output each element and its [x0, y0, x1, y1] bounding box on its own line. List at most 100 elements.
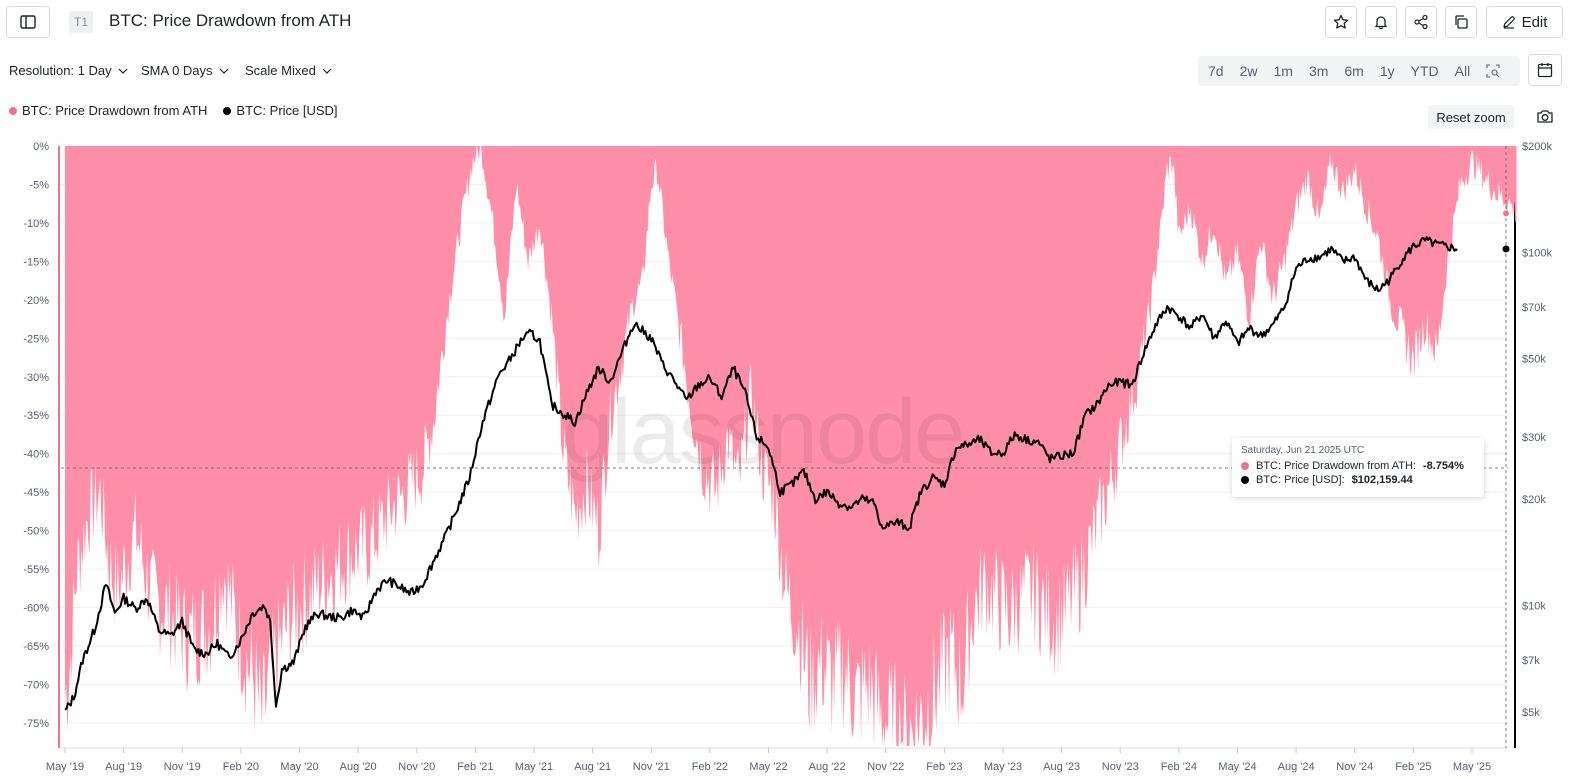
crosshair: [61, 146, 1510, 748]
range-3m[interactable]: 3m: [1308, 63, 1329, 79]
zoom-select-icon: [1486, 64, 1500, 78]
range-all[interactable]: All: [1454, 63, 1471, 79]
legend-label: BTC: Price [USD]: [236, 103, 338, 118]
range-ytd[interactable]: YTD: [1410, 63, 1439, 79]
x-tick-label: Aug '24: [1278, 761, 1315, 773]
right-tick-label: $30k: [1522, 432, 1546, 444]
bell-icon: [1375, 16, 1387, 30]
range-6m[interactable]: 6m: [1344, 63, 1364, 79]
x-tick-label: Aug '19: [105, 761, 142, 773]
sidebar-toggle-button[interactable]: [6, 6, 50, 38]
share-icon: [1414, 14, 1428, 30]
sma-label: SMA 0 Days: [141, 63, 213, 78]
zoom-select-button[interactable]: [1478, 56, 1508, 86]
tooltip-value: -8.754%: [1422, 460, 1464, 472]
sidebar-toggle-icon: [20, 15, 36, 29]
watermark: glassnode: [562, 381, 963, 483]
range-1y[interactable]: 1y: [1379, 63, 1395, 79]
x-tick-label: Feb '22: [692, 761, 728, 773]
camera-icon[interactable]: [1536, 108, 1554, 124]
hover-tooltip: Saturday, Jun 21 2025 UTC BTC: Price Dra…: [1232, 438, 1484, 497]
range-2w[interactable]: 2w: [1239, 63, 1258, 79]
alert-button[interactable]: [1365, 6, 1397, 38]
star-icon: [1333, 14, 1349, 29]
tooltip-date: Saturday, Jun 21 2025 UTC: [1241, 445, 1365, 456]
y-tick-label: -15%: [23, 256, 49, 268]
scale-dropdown[interactable]: Scale Mixed: [245, 63, 332, 78]
duplicate-button[interactable]: [1445, 6, 1477, 38]
right-tick-label: $10k: [1522, 600, 1546, 612]
x-tick-label: Nov '23: [1102, 761, 1139, 773]
legend-label: BTC: Price Drawdown from ATH: [22, 103, 208, 118]
x-tick-label: May '21: [515, 761, 553, 773]
x-tick-label: Aug '23: [1043, 761, 1080, 773]
resolution-dropdown[interactable]: Resolution: 1 Day: [9, 63, 128, 78]
tooltip-row-drawdown: BTC: Price Drawdown from ATH: -8.754%: [1241, 460, 1475, 472]
chevron-down-icon: [322, 68, 332, 74]
x-tick-label: May '25: [1453, 761, 1491, 773]
y-tick-label: -10%: [23, 218, 49, 230]
calendar-icon: [1537, 63, 1553, 78]
favorite-button[interactable]: [1325, 6, 1357, 38]
reset-zoom-button[interactable]: Reset zoom: [1428, 105, 1514, 129]
copy-icon: [1455, 15, 1468, 29]
y-tick-label: -5%: [29, 179, 49, 191]
x-tick-label: Feb '23: [926, 761, 962, 773]
x-tick-label: May '22: [749, 761, 787, 773]
y-tick-label: -40%: [23, 449, 49, 461]
header-bar: T1 BTC: Price Drawdown from ATH: [0, 0, 1569, 48]
y-tick-label: -65%: [23, 641, 49, 653]
tooltip-label: BTC: Price Drawdown from ATH:: [1256, 460, 1416, 472]
y-tick-label: -35%: [23, 410, 49, 422]
x-tick-label: Feb '20: [223, 761, 259, 773]
hover-marker-price: [1502, 245, 1510, 253]
left-axis-labels: 0% -5% -10% -15% -20% -25% -30% -35% -40% -45% -50…: [23, 141, 49, 730]
x-tick-label: May '24: [1218, 761, 1256, 773]
legend-dot: [9, 106, 17, 115]
x-tick-label: Nov '20: [398, 761, 435, 773]
right-tick-label: $5k: [1522, 707, 1540, 719]
x-tick-label: May '23: [984, 761, 1022, 773]
chevron-down-icon: [118, 68, 128, 74]
chart-controls: Resolution: 1 Day SMA 0 Days Scale Mixed: [0, 56, 1569, 86]
y-tick-label: -55%: [23, 564, 49, 576]
legend-item-price[interactable]: BTC: Price [USD]: [223, 103, 338, 118]
edit-button[interactable]: Edit: [1486, 6, 1563, 38]
y-tick-label: -30%: [23, 372, 49, 384]
scale-label: Scale Mixed: [245, 63, 316, 78]
y-tick-label: -75%: [23, 718, 49, 730]
sma-dropdown[interactable]: SMA 0 Days: [141, 63, 229, 78]
x-tick-label: Aug '22: [809, 761, 846, 773]
x-tick-label: May '19: [46, 761, 84, 773]
x-tick-label: Feb '21: [457, 761, 493, 773]
x-tick-label: Feb '25: [1395, 761, 1431, 773]
chart-legend: BTC: Price Drawdown from ATH BTC: Price …: [9, 103, 338, 118]
chevron-down-icon: [219, 68, 228, 74]
legend-item-drawdown[interactable]: BTC: Price Drawdown from ATH: [9, 103, 207, 118]
time-range-selector: 7d 2w 1m 3m 6m 1y YTD All: [1198, 56, 1520, 86]
y-tick-label: 0%: [33, 141, 49, 153]
legend-dot: [223, 106, 232, 115]
date-picker-button[interactable]: [1528, 54, 1562, 86]
price-line: [64, 236, 1458, 711]
x-tick-label: Feb '24: [1161, 761, 1197, 773]
pencil-icon: [1502, 16, 1515, 29]
right-axis-labels: $200k $100k $70k $50k $30k $20k $10k $7k $5k: [1522, 141, 1552, 719]
tooltip-dot: [1241, 462, 1249, 470]
drawdown-area: [65, 146, 1517, 746]
range-7d[interactable]: 7d: [1208, 63, 1224, 79]
tooltip-dot: [1241, 476, 1249, 484]
y-tick-label: -50%: [23, 526, 49, 538]
right-tick-label: $7k: [1522, 655, 1540, 667]
range-1m[interactable]: 1m: [1273, 63, 1293, 79]
y-tick-label: -45%: [23, 487, 49, 499]
x-tick-label: Nov '24: [1336, 761, 1373, 773]
y-tick-label: -60%: [23, 603, 49, 615]
right-tick-label: $70k: [1522, 302, 1546, 314]
page-title: BTC: Price Drawdown from ATH: [109, 11, 352, 30]
tier-tag: T1: [69, 11, 93, 33]
share-button[interactable]: [1405, 6, 1437, 38]
hover-marker-drawdown: [1503, 210, 1509, 217]
edit-label: Edit: [1521, 13, 1548, 31]
y-tick-label: -25%: [23, 333, 49, 345]
